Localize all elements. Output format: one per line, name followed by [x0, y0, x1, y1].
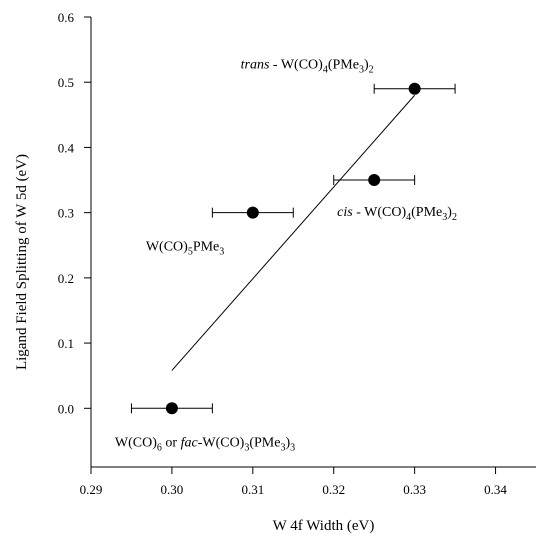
data-point	[368, 174, 381, 187]
annotation-trans-sub: 3	[359, 65, 364, 76]
data-points	[130, 82, 456, 415]
annotation-wco6-sub: 3	[244, 442, 249, 453]
x-tick-label: 0.31	[241, 482, 264, 497]
annotation-wco6-text: (PMe	[249, 435, 280, 450]
x-axis-ticks: 0.29 0.30 0.31 0.32 0.33 0.34	[80, 467, 507, 497]
annotation-wco6-text: or	[162, 435, 181, 450]
x-tick-label: 0.34	[484, 482, 507, 497]
annotation-wco5-text: PMe	[193, 240, 219, 255]
annotation-cis-text: )	[447, 205, 452, 220]
annotation-trans-text: )	[364, 58, 369, 73]
data-point	[246, 206, 259, 219]
x-tick-label: 0.32	[322, 482, 345, 497]
annotation-cis-sub: 3	[442, 212, 447, 223]
annotation-wco5-sub: 3	[219, 247, 224, 258]
annotation-trans: trans - W(CO)4(PMe3)2	[241, 58, 374, 76]
y-tick-label: 0.5	[58, 75, 74, 90]
y-axis-title: Ligand Field Splitting of W 5d (eV)	[14, 154, 30, 370]
x-tick-label: 0.30	[161, 482, 184, 497]
x-axis-title: W 4f Width (eV)	[273, 518, 375, 534]
annotation-wco6-text: )	[285, 435, 290, 450]
annotation-wco6-text: W(CO)	[115, 435, 157, 450]
annotation-cis-italic: cis	[337, 205, 353, 220]
annotation-trans-text: - W(CO)	[269, 58, 323, 73]
fit-line	[171, 94, 416, 371]
annotation-cis-text: (PMe	[411, 205, 442, 220]
annotation-trans-text: (PMe	[328, 58, 359, 73]
annotation-wco6-text: -W(CO)	[198, 435, 245, 450]
plot-frame	[90, 17, 536, 468]
annotation-trans-sub: 2	[369, 65, 374, 76]
annotation-wco6-sub: 3	[290, 442, 295, 453]
annotation-wco5-sub: 5	[188, 247, 193, 258]
x-tick-label: 0.29	[80, 482, 103, 497]
annotation-wco6-sub: 6	[157, 442, 162, 453]
annotation-wco5: W(CO)5PMe3	[146, 240, 224, 258]
y-tick-label: 0.6	[58, 10, 75, 25]
y-tick-label: 0.1	[58, 336, 74, 351]
annotation-wco6-italic: fac	[181, 435, 199, 450]
annotation-cis: cis - W(CO)4(PMe3)2	[337, 205, 457, 223]
annotation-wco6: W(CO)6 or fac-W(CO)3(PMe3)3	[115, 435, 295, 453]
annotation-cis-sub: 2	[452, 212, 457, 223]
annotation-trans-italic: trans	[241, 58, 270, 73]
y-axis-ticks: 0.0 0.1 0.2 0.3 0.4 0.5 0.6	[58, 10, 91, 416]
y-tick-label: 0.2	[58, 271, 74, 286]
annotation-cis-text: - W(CO)	[353, 205, 407, 220]
y-tick-label: 0.4	[58, 140, 75, 155]
annotation-trans-sub: 4	[323, 65, 328, 76]
annotation-wco6-sub: 3	[280, 442, 285, 453]
data-point	[165, 402, 178, 415]
y-tick-label: 0.3	[58, 206, 74, 221]
annotation-wco5-text: W(CO)	[146, 240, 188, 255]
x-tick-label: 0.33	[403, 482, 426, 497]
data-point	[408, 82, 421, 95]
annotation-cis-sub: 4	[406, 212, 411, 223]
y-tick-label: 0.0	[58, 401, 74, 416]
